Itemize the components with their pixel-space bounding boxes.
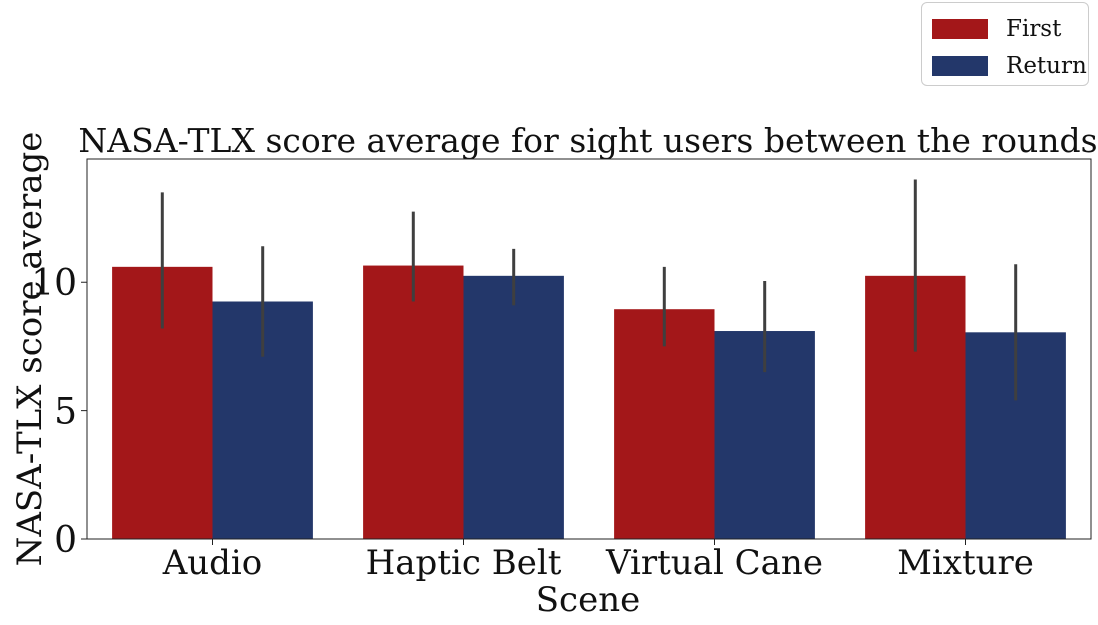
legend: First Return (921, 2, 1089, 86)
legend-swatch-return (932, 56, 988, 76)
x-tick-label-audio: Audio (162, 543, 263, 583)
legend-label-first: First (1006, 16, 1062, 42)
y-tick-label: 0 (54, 520, 77, 561)
y-tick-label: 10 (31, 263, 77, 304)
y-ticks-group: 0 5 10 (31, 263, 87, 561)
x-tick-label-haptic-belt: Haptic Belt (366, 543, 562, 583)
x-ticks-group: Audio Haptic Belt Virtual Cane Mixture (162, 539, 1034, 583)
x-tick-label-virtual-cane: Virtual Cane (605, 543, 823, 583)
bar-first-virtual-cane (614, 309, 715, 539)
bar-return-haptic-belt (463, 275, 564, 539)
x-tick-label-mixture: Mixture (897, 543, 1034, 583)
y-axis-label: NASA-TLX score average (10, 132, 50, 567)
bars-group (112, 265, 1066, 539)
chart-title: NASA-TLX score average for sight users b… (78, 121, 1097, 160)
legend-item-return: Return (932, 52, 1087, 80)
y-tick-label: 5 (54, 392, 77, 433)
legend-item-first: First (932, 15, 1061, 43)
plot-frame (86, 158, 1092, 540)
legend-label-return: Return (1006, 53, 1087, 79)
x-axis-label: Scene (536, 580, 640, 620)
bar-first-haptic-belt (363, 265, 464, 539)
error-bars-group (160, 179, 1018, 401)
legend-swatch-first (932, 19, 988, 39)
